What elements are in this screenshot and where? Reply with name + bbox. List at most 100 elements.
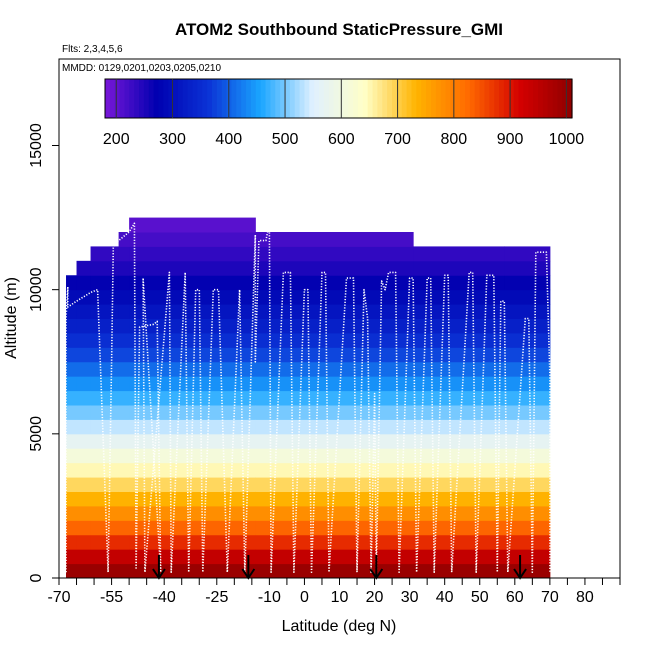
altitude-band-cell bbox=[255, 304, 270, 319]
altitude-band-cell bbox=[118, 361, 130, 377]
altitude-band-cell bbox=[504, 448, 551, 464]
altitude-band-cell bbox=[118, 304, 130, 319]
altitude-band-cell bbox=[66, 347, 78, 363]
altitude-band-cell bbox=[504, 549, 551, 565]
colorbar-swatch bbox=[260, 79, 267, 118]
colorbar-swatch bbox=[314, 79, 320, 118]
altitude-band-cell bbox=[504, 433, 551, 449]
altitude-band-cell bbox=[76, 376, 92, 392]
x-tick-label: -55 bbox=[100, 589, 123, 606]
colorbar-swatch bbox=[323, 79, 330, 118]
colorbar-swatch bbox=[499, 79, 505, 118]
altitude-band-cell bbox=[129, 520, 256, 536]
altitude-band-cell bbox=[66, 477, 78, 492]
altitude-band-cell bbox=[255, 361, 270, 377]
altitude-band-cell bbox=[129, 419, 256, 435]
colorbar-swatch bbox=[469, 79, 476, 118]
colorbar-swatch bbox=[265, 79, 271, 118]
altitude-band-cell bbox=[269, 246, 414, 262]
colorbar-swatch bbox=[362, 79, 369, 118]
altitude-band-cell bbox=[413, 405, 505, 420]
altitude-band-cell bbox=[66, 433, 78, 449]
colorbar-swatch bbox=[357, 79, 364, 118]
colorbar-swatch bbox=[562, 79, 568, 118]
colorbar-frame bbox=[104, 78, 573, 119]
altitude-band-cell bbox=[269, 304, 414, 319]
x-tick-label: 80 bbox=[576, 589, 594, 606]
altitude-band-cell bbox=[255, 520, 270, 536]
colorbar-tick-label: 200 bbox=[103, 131, 130, 148]
altitude-band-cell bbox=[413, 332, 505, 348]
altitude-band-cell bbox=[504, 405, 551, 420]
colorbar-swatch bbox=[139, 79, 145, 118]
x-tick-label: -40 bbox=[153, 589, 176, 606]
altitude-band-cell bbox=[255, 563, 270, 579]
colorbar-swatch bbox=[212, 79, 218, 118]
y-tick-label: 15000 bbox=[28, 123, 45, 168]
altitude-band-cell bbox=[413, 491, 505, 507]
altitude-band-cell bbox=[118, 462, 130, 478]
colorbar-swatch bbox=[192, 79, 199, 118]
colorbar-swatch bbox=[207, 79, 213, 118]
altitude-band-cell bbox=[76, 549, 92, 565]
altitude-band-cell bbox=[129, 347, 256, 363]
altitude-band-cell bbox=[76, 448, 92, 464]
altitude-band-cell bbox=[413, 419, 505, 435]
colorbar-swatch bbox=[537, 79, 544, 118]
colorbar-swatch bbox=[533, 79, 539, 118]
colorbar-swatch bbox=[250, 79, 257, 118]
altitude-band-cell bbox=[269, 419, 414, 435]
y-tick-label: 0 bbox=[28, 573, 45, 582]
colorbar-swatch bbox=[372, 79, 379, 118]
colorbar-tick-label: 400 bbox=[215, 131, 242, 148]
colorbar-swatch bbox=[177, 79, 184, 118]
altitude-band-cell bbox=[118, 289, 130, 305]
altitude-band-cell bbox=[504, 275, 551, 291]
altitude-band-cell bbox=[76, 318, 92, 334]
colorbar-swatch bbox=[328, 79, 335, 118]
altitude-band-cell bbox=[90, 433, 120, 449]
altitude-band-cell bbox=[413, 520, 505, 536]
colorbar-swatch bbox=[231, 79, 237, 118]
altitude-band-cell bbox=[255, 232, 270, 247]
colorbar-swatch bbox=[528, 79, 534, 118]
colorbar-swatch bbox=[148, 79, 155, 118]
altitude-band-cell bbox=[90, 549, 120, 565]
altitude-band-cell bbox=[269, 347, 414, 363]
x-tick-label: -25 bbox=[205, 589, 228, 606]
altitude-band-cell bbox=[90, 376, 120, 392]
altitude-band-cell bbox=[504, 419, 551, 435]
colorbar-tick-label: 500 bbox=[272, 131, 299, 148]
altitude-band-cell bbox=[66, 275, 78, 291]
colorbar-swatch bbox=[143, 79, 150, 118]
colorbar-swatch bbox=[124, 79, 130, 118]
altitude-band-cell bbox=[413, 289, 505, 305]
altitude-band-cell bbox=[504, 491, 551, 507]
altitude-band-cell bbox=[76, 534, 92, 550]
altitude-band-cell bbox=[76, 390, 92, 406]
colorbar-swatch bbox=[406, 79, 413, 118]
colorbar-swatch bbox=[216, 79, 223, 118]
colorbar-swatch bbox=[479, 79, 486, 118]
altitude-band-cell bbox=[255, 289, 270, 305]
colorbar-swatch bbox=[518, 79, 524, 118]
altitude-band-cell bbox=[118, 563, 130, 579]
altitude-band-cell bbox=[129, 405, 256, 420]
colorbar-swatch bbox=[289, 79, 296, 118]
colorbar-swatch bbox=[299, 79, 306, 118]
colorbar-swatch bbox=[445, 79, 451, 118]
altitude-band-cell bbox=[255, 505, 270, 521]
altitude-band-cell bbox=[269, 405, 414, 420]
altitude-band-cell bbox=[255, 549, 270, 565]
altitude-band-cell bbox=[118, 318, 130, 334]
altitude-band-cell bbox=[118, 549, 130, 565]
altitude-band-cell bbox=[413, 563, 505, 579]
altitude-band-layer bbox=[66, 217, 551, 579]
x-tick-label: -70 bbox=[47, 589, 70, 606]
altitude-band-cell bbox=[118, 520, 130, 536]
altitude-band-cell bbox=[504, 462, 551, 478]
altitude-band-cell bbox=[255, 477, 270, 492]
altitude-band-cell bbox=[504, 390, 551, 406]
altitude-band-cell bbox=[90, 289, 120, 305]
